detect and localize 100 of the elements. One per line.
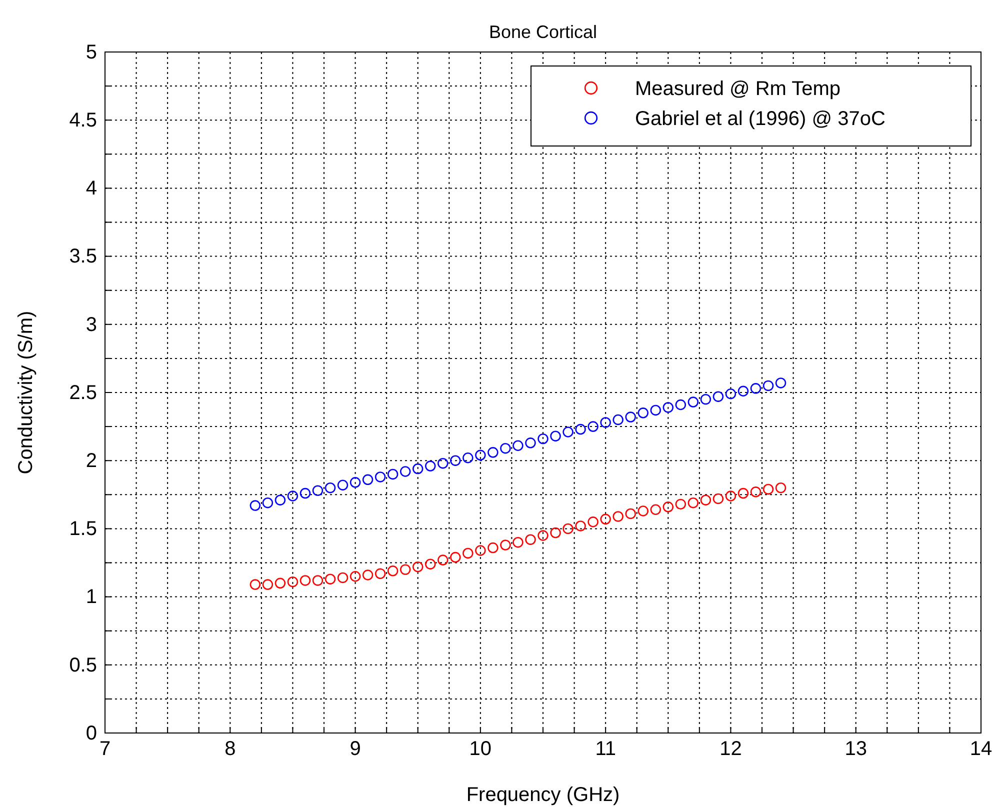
point bbox=[324, 574, 336, 584]
point bbox=[312, 485, 324, 496]
point bbox=[750, 383, 762, 394]
x-tick-label: 9 bbox=[350, 738, 361, 760]
point bbox=[488, 542, 498, 554]
x-tick-label: 13 bbox=[844, 738, 867, 760]
point bbox=[638, 408, 648, 418]
point bbox=[588, 516, 598, 528]
point bbox=[775, 482, 786, 494]
y-tick-label: 2.5 bbox=[69, 382, 97, 404]
y-tick-label: 1.5 bbox=[69, 518, 97, 540]
y-tick-label: 4 bbox=[86, 178, 97, 200]
point bbox=[612, 511, 624, 522]
point bbox=[675, 399, 686, 410]
point bbox=[662, 502, 674, 512]
point bbox=[738, 386, 749, 396]
point bbox=[662, 402, 674, 413]
point bbox=[512, 536, 524, 548]
point bbox=[425, 460, 436, 472]
point bbox=[488, 447, 498, 458]
point bbox=[374, 568, 386, 580]
point bbox=[538, 433, 548, 444]
point bbox=[538, 530, 548, 541]
y-tick-label: 0.5 bbox=[69, 654, 97, 676]
point bbox=[462, 548, 474, 559]
y-tick-label: 4.5 bbox=[69, 110, 97, 132]
point bbox=[688, 396, 699, 408]
point bbox=[738, 488, 749, 499]
chart-title: Bone Cortical bbox=[488, 22, 598, 42]
point bbox=[612, 414, 624, 426]
point bbox=[400, 466, 411, 477]
point bbox=[562, 426, 574, 438]
point bbox=[337, 480, 348, 490]
point bbox=[350, 477, 361, 488]
point bbox=[550, 527, 561, 538]
point bbox=[500, 540, 511, 550]
point bbox=[500, 442, 511, 454]
point bbox=[625, 508, 636, 520]
point bbox=[362, 474, 374, 486]
point bbox=[274, 494, 286, 506]
y-tick-label: 1 bbox=[86, 586, 97, 608]
point bbox=[262, 579, 274, 590]
point bbox=[438, 554, 448, 566]
x-tick-label: 10 bbox=[469, 738, 492, 760]
x-axis-title: Frequency (GHz) bbox=[466, 784, 620, 806]
point bbox=[712, 391, 724, 402]
point bbox=[725, 490, 736, 502]
point bbox=[387, 468, 398, 480]
point bbox=[337, 572, 348, 584]
point bbox=[700, 394, 712, 405]
x-tick-label: 14 bbox=[970, 738, 992, 760]
point bbox=[712, 493, 724, 504]
point bbox=[700, 494, 712, 506]
point bbox=[775, 378, 786, 388]
y-tick-label: 0 bbox=[86, 722, 97, 744]
legend-label: Measured @ Rm Temp bbox=[635, 78, 841, 100]
x-tick-label: 8 bbox=[224, 738, 236, 760]
point bbox=[588, 421, 598, 432]
point bbox=[412, 463, 424, 474]
point bbox=[650, 504, 661, 515]
y-axis-title: Conductivity (S/m) bbox=[15, 310, 37, 474]
point bbox=[575, 520, 586, 532]
point bbox=[250, 500, 261, 511]
legend-label: Gabriel et al (1996) @ 37oC bbox=[635, 108, 886, 130]
point bbox=[512, 440, 524, 451]
point bbox=[600, 417, 611, 428]
point bbox=[425, 558, 436, 570]
point bbox=[575, 424, 586, 435]
point bbox=[762, 380, 774, 392]
y-tick-label: 5 bbox=[86, 41, 97, 64]
point bbox=[300, 575, 311, 586]
point bbox=[625, 412, 636, 422]
point bbox=[287, 576, 298, 588]
y-tick-label: 3 bbox=[86, 314, 97, 336]
point bbox=[274, 578, 286, 589]
point bbox=[387, 566, 398, 576]
point bbox=[688, 497, 699, 508]
point bbox=[650, 404, 661, 416]
point bbox=[324, 482, 336, 494]
x-tick-label: 7 bbox=[99, 738, 111, 760]
point bbox=[400, 564, 411, 575]
point bbox=[450, 455, 461, 466]
point bbox=[312, 575, 324, 586]
point bbox=[638, 506, 648, 516]
point bbox=[550, 430, 561, 442]
x-tick-label: 12 bbox=[720, 738, 742, 760]
point bbox=[525, 534, 536, 545]
point bbox=[475, 450, 486, 461]
point bbox=[374, 472, 386, 482]
point bbox=[525, 438, 536, 448]
point bbox=[562, 523, 574, 534]
point bbox=[412, 561, 424, 572]
point bbox=[750, 486, 762, 498]
y-tick-label: 3.5 bbox=[69, 246, 97, 268]
point bbox=[300, 488, 311, 499]
point bbox=[725, 388, 736, 400]
point bbox=[600, 514, 611, 525]
point bbox=[462, 452, 474, 464]
point bbox=[262, 497, 274, 508]
point bbox=[287, 490, 298, 502]
